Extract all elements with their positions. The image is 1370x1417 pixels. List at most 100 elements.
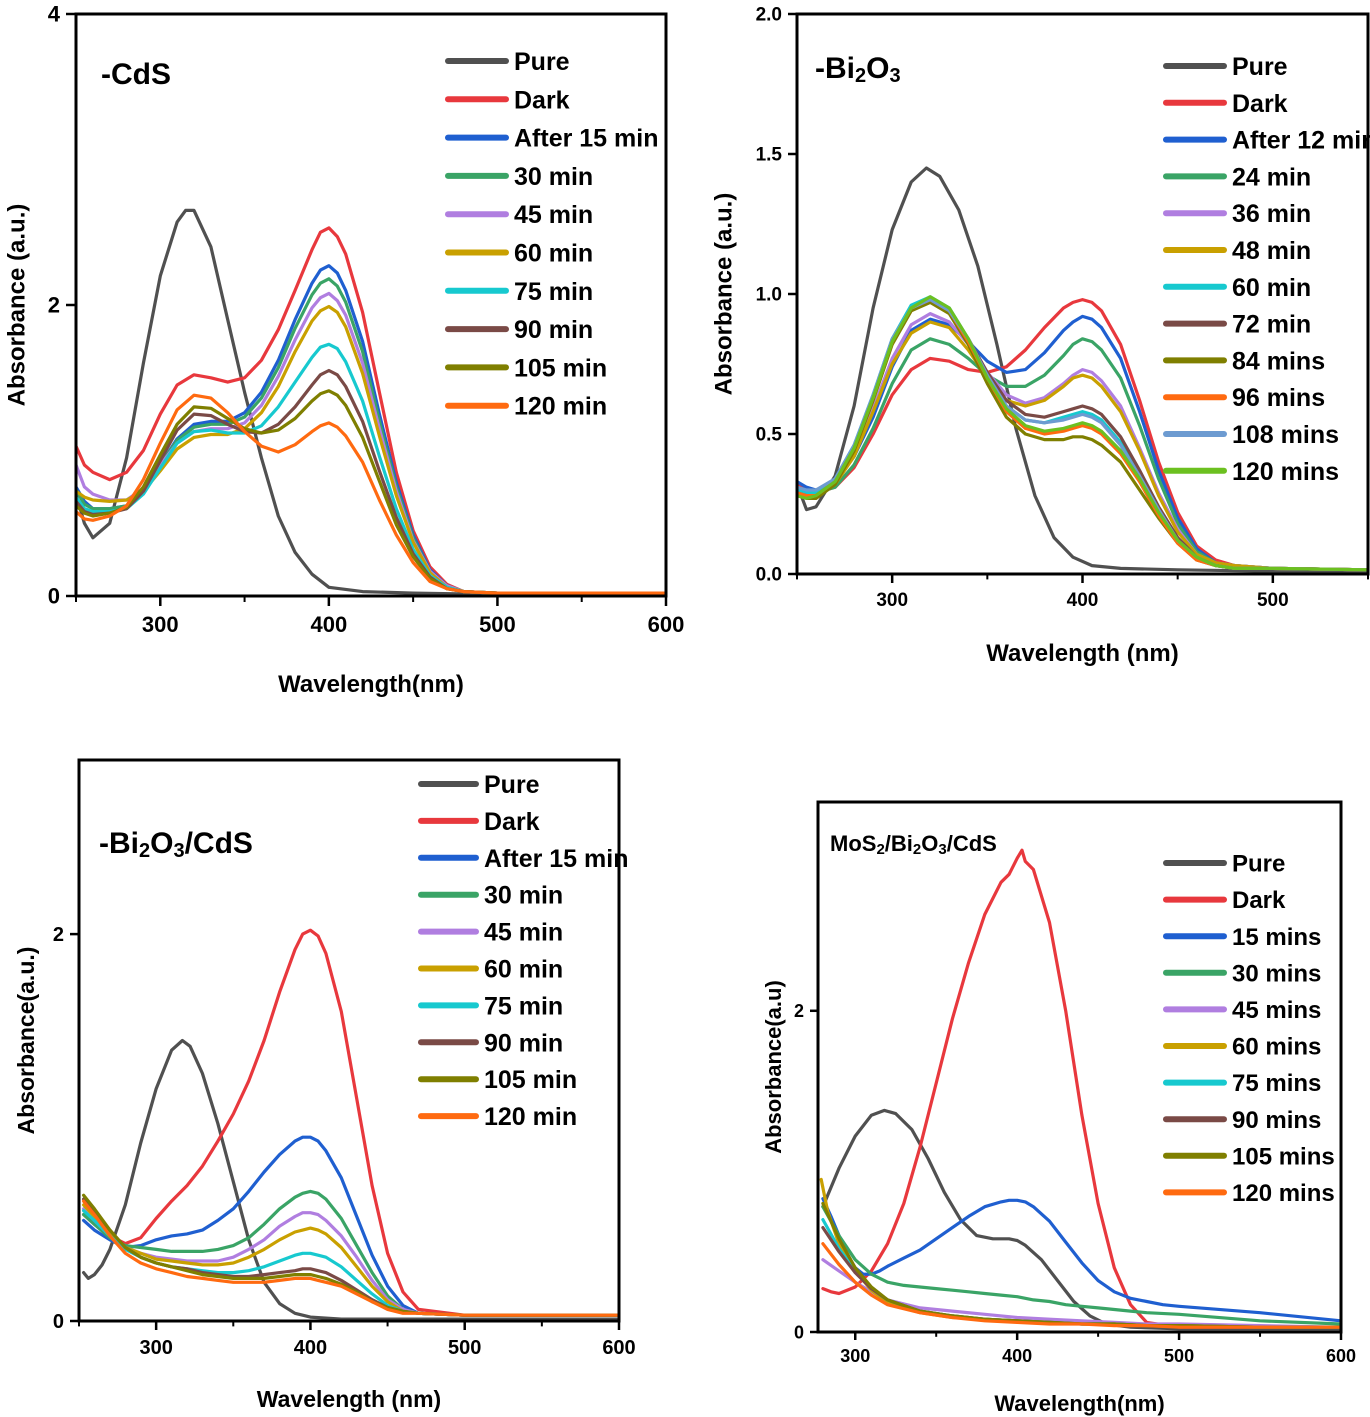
series-line-pure xyxy=(76,208,666,596)
series-line-dark xyxy=(82,928,619,1317)
legend-label: 30 min xyxy=(484,882,563,910)
series-line-dark xyxy=(76,226,666,595)
panel-1-title: -CdS xyxy=(101,58,171,91)
x-tick-label: 600 xyxy=(648,612,685,637)
legend-label: 45 mins xyxy=(1232,997,1321,1024)
legend-label: 60 mins xyxy=(1232,1034,1321,1061)
y-tick-label: 2.0 xyxy=(756,5,782,26)
legend-label: 24 min xyxy=(1232,163,1311,191)
y-tick-label: 0 xyxy=(48,584,60,609)
series-line-105-min xyxy=(82,1193,619,1317)
y-tick-label: 2 xyxy=(48,293,60,318)
chart-panel-3: 300 400 500 600 0 2 Wavelength (nm) Absorbance(… xyxy=(13,758,636,1412)
legend-label: Pure xyxy=(484,771,540,799)
legend-label: 105 min xyxy=(514,354,607,382)
legend-label: 45 min xyxy=(484,919,563,947)
legend-label: Dark xyxy=(514,86,570,114)
x-tick-label: 400 xyxy=(1002,1346,1032,1366)
series-line-pure xyxy=(821,1108,1341,1331)
series-line-75-mins xyxy=(821,1218,1341,1329)
y-axis-title: Absorbance (a.u.) xyxy=(710,193,737,396)
x-axis-title: Wavelength (nm) xyxy=(257,1386,441,1412)
legend-label: 60 min xyxy=(1232,274,1311,302)
x-tick-label: 300 xyxy=(139,1337,172,1359)
legend-label: After 12 min xyxy=(1232,127,1370,155)
legend-label: 90 min xyxy=(484,1029,563,1057)
legend-label: 48 min xyxy=(1232,237,1311,265)
legend-label: 45 min xyxy=(514,201,593,229)
x-axis-title: Wavelength(nm) xyxy=(994,1391,1164,1416)
legend-label: 75 mins xyxy=(1232,1070,1321,1097)
legend-label: Dark xyxy=(1232,887,1286,914)
legend: Pure Dark After 12 min 24 min 36 min 48 min 60… xyxy=(1163,53,1370,486)
y-axis-title: Absorbance (a.u.) xyxy=(3,204,30,407)
legend-label: Pure xyxy=(1232,53,1288,81)
legend-label: Pure xyxy=(1232,851,1285,878)
legend-label: After 15 min xyxy=(484,845,628,873)
y-tick-label: 1.5 xyxy=(756,145,783,166)
y-tick-label: 0.0 xyxy=(756,565,782,586)
series-line-120-mins xyxy=(797,295,1368,572)
y-tick-label: 0 xyxy=(794,1322,804,1342)
y-tick-label: 4 xyxy=(48,2,61,27)
series-group xyxy=(76,208,666,596)
chart-panel-2: 300 400 500 0.0 0.5 1.0 1.5 2.0 Wavelength (nm) A… xyxy=(710,5,1370,667)
legend-label: 30 mins xyxy=(1232,960,1321,987)
legend-label: Dark xyxy=(484,808,540,836)
x-tick-label: 500 xyxy=(479,612,516,637)
y-tick-label: 0.5 xyxy=(756,425,783,446)
legend-label: 120 min xyxy=(514,393,607,421)
x-axis-title: Wavelength (nm) xyxy=(986,640,1178,667)
legend-label: 96 mins xyxy=(1232,384,1325,412)
series-line-15-mins xyxy=(821,1197,1341,1323)
y-tick-label: 1.0 xyxy=(756,285,782,306)
series-line-pure xyxy=(82,1038,619,1321)
series-group xyxy=(819,848,1341,1331)
series-line-pure xyxy=(797,166,1368,573)
x-tick-label: 500 xyxy=(1257,590,1289,611)
series-line-dark xyxy=(797,298,1368,572)
x-tick-label: 300 xyxy=(840,1346,870,1366)
y-axis-title: Absorbance(a.u.) xyxy=(13,947,39,1135)
series-line-48-min xyxy=(797,320,1368,572)
x-tick-label: 400 xyxy=(310,612,347,637)
series-line-30-min xyxy=(82,1189,619,1317)
legend-label: 120 min xyxy=(484,1103,577,1131)
legend-label: 60 min xyxy=(484,956,563,984)
chart-panel-4: 300 400 500 600 0 2 Wavelength(nm) Absorbance(a… xyxy=(761,800,1356,1416)
x-tick-label: 400 xyxy=(1067,590,1099,611)
x-tick-label: 500 xyxy=(1164,1346,1194,1366)
legend-label: 36 min xyxy=(1232,200,1311,228)
legend: Pure Dark After 15 min 30 min 45 min 60 min 75… xyxy=(445,48,658,421)
legend-label: 105 min xyxy=(484,1066,577,1094)
series-line-24-min xyxy=(797,337,1368,572)
chart-panel-1: 300 400 500 600 0 2 4 Wavelength(nm) Absorbance … xyxy=(3,2,684,698)
y-axis-title: Absorbance(a.u) xyxy=(761,980,786,1154)
series-line-after-15-min xyxy=(82,1135,619,1317)
series-line-120-min xyxy=(76,393,666,595)
x-tick-label: 300 xyxy=(142,612,179,637)
y-tick-label: 2 xyxy=(794,1001,804,1021)
legend-label: After 15 min xyxy=(514,125,658,153)
legend-label: 72 min xyxy=(1232,311,1311,339)
series-group xyxy=(82,928,619,1321)
legend-label: 84 mins xyxy=(1232,347,1325,375)
legend-label: 75 min xyxy=(514,278,593,306)
series-line-dark xyxy=(821,848,1341,1329)
x-tick-label: 500 xyxy=(448,1337,481,1359)
panel-2-title: -Bi2O3 xyxy=(815,52,901,87)
legend-label: 105 mins xyxy=(1232,1143,1335,1170)
legend-label: 120 mins xyxy=(1232,1180,1335,1207)
legend: Pure Dark 15 mins 30 mins 45 mins 60 mins 75 m… xyxy=(1163,851,1335,1207)
legend-label: 90 min xyxy=(514,316,593,344)
legend-label: 30 min xyxy=(514,163,593,191)
plot-frame xyxy=(77,758,621,1323)
legend-label: 108 mins xyxy=(1232,421,1339,449)
series-line-120-min xyxy=(82,1199,619,1317)
series-line-75-min xyxy=(82,1209,619,1317)
x-tick-label: 300 xyxy=(876,590,908,611)
legend-label: 120 mins xyxy=(1232,458,1339,486)
legend-label: 60 min xyxy=(514,240,593,268)
series-line-120-mins xyxy=(821,1242,1341,1329)
